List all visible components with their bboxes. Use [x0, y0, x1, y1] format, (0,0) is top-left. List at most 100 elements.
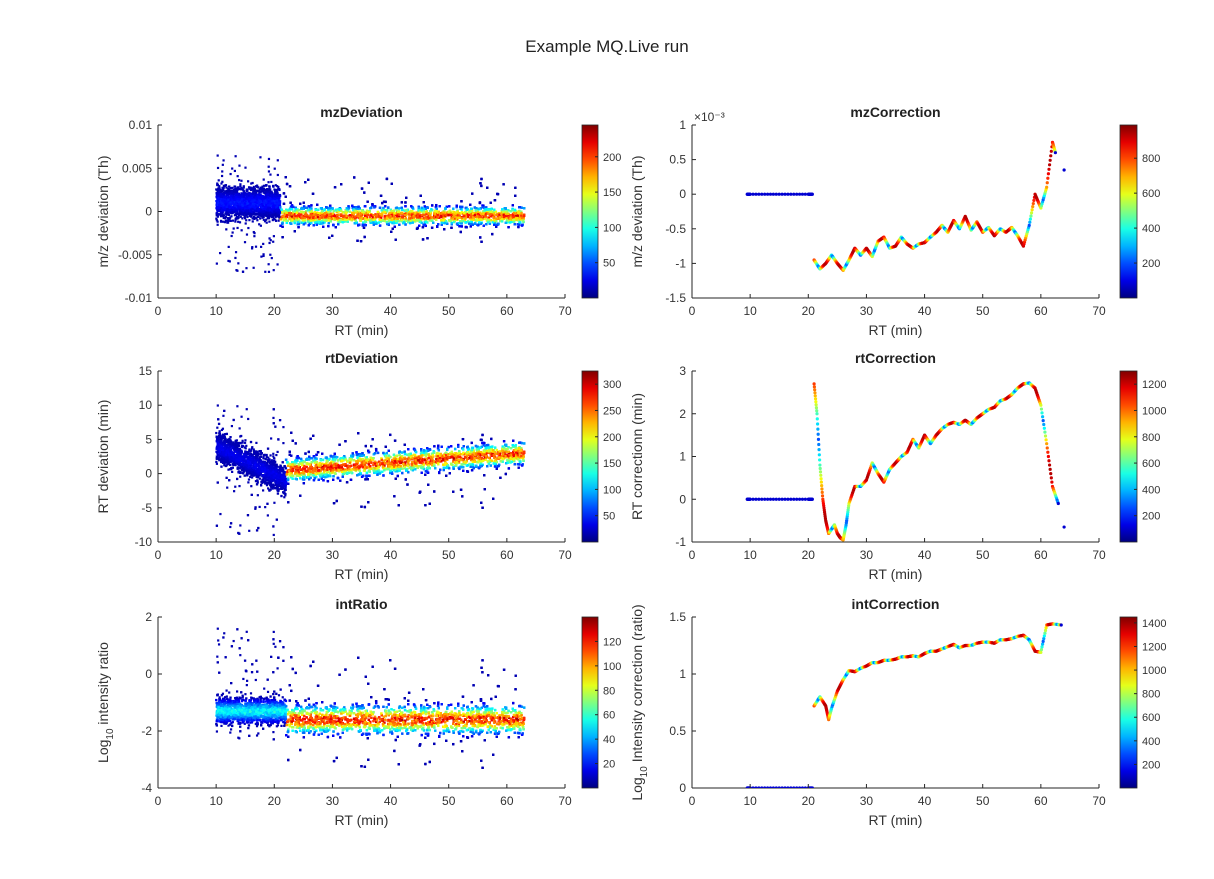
density-point	[229, 201, 232, 204]
density-point	[241, 270, 245, 273]
density-point	[275, 200, 278, 204]
density-point	[255, 212, 258, 216]
density-point	[249, 212, 253, 215]
density-point	[231, 167, 234, 170]
density-point	[262, 178, 265, 181]
density-point	[251, 181, 254, 185]
density-point	[248, 207, 252, 210]
density-point	[244, 217, 247, 220]
density-point	[216, 166, 220, 170]
density-point	[253, 199, 256, 202]
figure-title: Example MQ.Live run	[525, 37, 688, 56]
density-point	[236, 189, 239, 193]
density-point	[253, 198, 256, 201]
density-point	[235, 201, 238, 204]
density-point	[234, 220, 237, 223]
density-point	[261, 204, 265, 207]
density-point	[258, 213, 261, 216]
density-point	[231, 206, 234, 209]
density-point	[230, 208, 234, 211]
density-point	[262, 254, 265, 258]
density-point	[267, 270, 271, 273]
density-point	[276, 188, 279, 191]
density-point	[224, 197, 228, 200]
density-point	[271, 210, 274, 213]
density-point	[226, 194, 229, 197]
density-point	[254, 209, 258, 212]
density-point	[233, 207, 236, 210]
density-point	[250, 247, 254, 250]
density-point	[239, 215, 242, 218]
density-point	[227, 219, 230, 222]
density-point	[220, 190, 223, 193]
density-point	[241, 201, 244, 204]
density-point	[242, 212, 246, 215]
density-point	[278, 215, 281, 218]
density-point	[239, 212, 242, 216]
density-point	[227, 259, 230, 262]
density-point	[269, 204, 273, 207]
density-point	[234, 218, 237, 221]
density-point	[262, 184, 266, 187]
density-point	[275, 206, 278, 209]
density-point	[246, 206, 250, 209]
density-point	[216, 215, 219, 218]
density-point	[270, 191, 273, 194]
density-point	[252, 215, 255, 219]
density-point	[248, 194, 251, 197]
density-point	[215, 192, 218, 195]
density-point	[245, 233, 249, 236]
density-point	[253, 211, 256, 214]
density-point	[217, 179, 220, 182]
density-point	[257, 203, 260, 206]
density-point	[221, 199, 224, 202]
density-point	[220, 205, 223, 208]
density-point	[237, 205, 240, 208]
density-point	[225, 228, 228, 231]
density-point	[245, 210, 249, 213]
density-point	[264, 196, 267, 199]
density-point	[215, 188, 218, 191]
density-point	[215, 217, 218, 220]
density-point	[235, 187, 238, 190]
density-point	[216, 189, 219, 193]
density-point	[231, 201, 234, 204]
density-point	[258, 203, 261, 206]
density-point	[258, 210, 261, 213]
density-point	[251, 199, 254, 202]
density-point	[229, 204, 232, 207]
density-point	[221, 180, 224, 183]
density-point	[248, 219, 251, 222]
density-point	[277, 185, 280, 189]
density-point	[274, 184, 277, 187]
density-point	[261, 198, 264, 201]
density-point	[276, 197, 279, 200]
density-point	[216, 213, 220, 216]
density-point	[254, 204, 257, 207]
density-point	[240, 192, 243, 195]
density-point	[259, 193, 262, 196]
density-point	[278, 209, 281, 212]
density-point	[228, 210, 231, 213]
density-point	[243, 215, 246, 219]
density-point	[261, 215, 264, 219]
density-point	[232, 227, 235, 230]
density-point	[256, 184, 259, 187]
density-point	[224, 219, 227, 222]
density-point	[226, 190, 229, 193]
density-point	[251, 194, 255, 198]
plot-area	[215, 154, 526, 273]
density-point	[247, 186, 251, 189]
density-point	[266, 206, 270, 209]
density-point	[277, 195, 280, 198]
density-point	[241, 206, 244, 209]
density-point	[236, 193, 239, 196]
density-point	[268, 188, 271, 191]
density-point	[237, 186, 240, 189]
density-point	[245, 188, 248, 191]
density-point	[249, 205, 252, 208]
density-point	[244, 192, 247, 195]
density-point	[249, 188, 253, 192]
density-point	[267, 202, 270, 205]
density-point	[233, 169, 236, 173]
